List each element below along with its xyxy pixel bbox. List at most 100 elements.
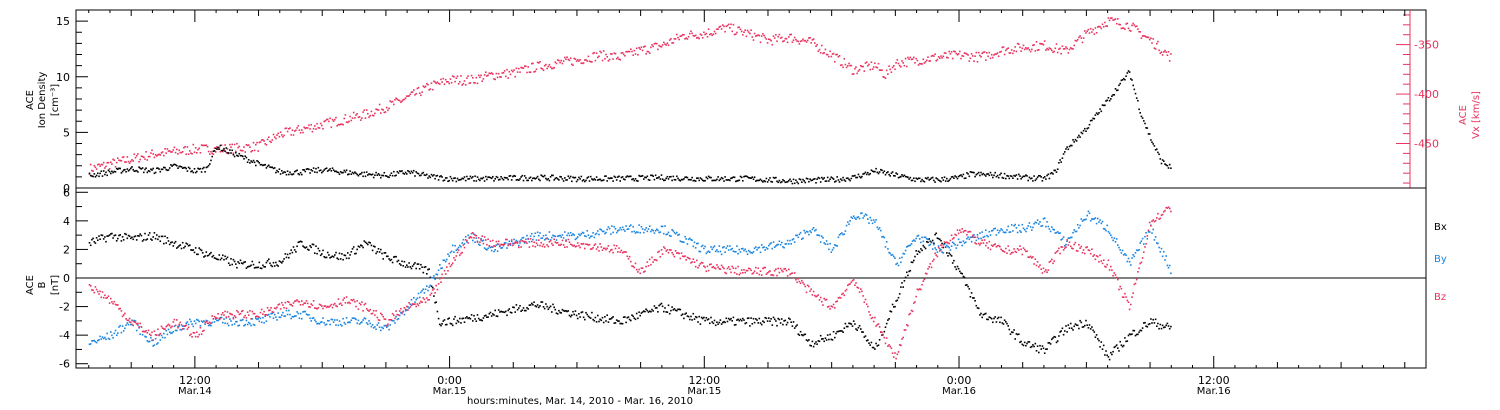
bz-point — [845, 288, 848, 291]
density-point — [1140, 115, 1143, 118]
by-point — [1031, 229, 1033, 231]
by-point — [988, 230, 991, 233]
density-point — [633, 179, 636, 182]
bx-point — [1034, 342, 1037, 345]
bz-point — [796, 281, 798, 284]
bx-point — [322, 249, 324, 252]
vx-point — [1045, 49, 1047, 51]
density-point — [865, 173, 868, 176]
bz-point — [497, 240, 500, 243]
density-point — [876, 171, 879, 174]
density-point — [474, 175, 476, 177]
density-point — [185, 167, 187, 170]
by-point — [651, 228, 653, 231]
density-point — [219, 144, 222, 147]
bx-point — [299, 240, 302, 243]
vx-point — [955, 52, 958, 55]
bx-point — [397, 259, 400, 262]
density-point — [664, 179, 666, 181]
vx-point — [377, 109, 380, 111]
vx-point — [184, 145, 186, 148]
vx-point — [725, 25, 728, 28]
bz-point — [203, 329, 205, 332]
bz-point — [329, 305, 331, 307]
vx-point — [525, 65, 527, 68]
bz-point — [1027, 256, 1029, 258]
bx-point — [909, 269, 912, 272]
by-point — [135, 329, 138, 332]
density-point — [240, 154, 243, 157]
vx-point — [251, 150, 254, 152]
bz-point — [143, 330, 145, 333]
bx-point — [1059, 331, 1061, 333]
vx-point — [1122, 27, 1125, 29]
vx-point — [1040, 43, 1042, 45]
vx-point — [286, 130, 289, 133]
density-point — [1022, 175, 1025, 178]
vx-point — [902, 62, 904, 64]
density-point — [1088, 123, 1091, 126]
bx-point — [687, 315, 690, 318]
bottom-ytick-label: 0 — [63, 272, 70, 285]
bx-point — [607, 321, 610, 323]
vx-point — [492, 73, 494, 75]
density-point — [360, 173, 362, 175]
by-point — [755, 246, 757, 248]
bx-point — [727, 317, 730, 320]
bz-point — [786, 275, 789, 277]
density-point — [1085, 130, 1087, 132]
density-point — [393, 170, 395, 173]
bx-point — [144, 232, 146, 235]
density-point — [808, 180, 810, 183]
by-point — [592, 232, 594, 234]
vx-point — [388, 107, 390, 110]
by-point — [1052, 228, 1054, 231]
bx-point — [1061, 327, 1064, 330]
density-point — [957, 175, 960, 178]
bz-point — [672, 253, 675, 256]
vx-point — [378, 103, 381, 106]
bz-point — [745, 269, 748, 272]
by-point — [789, 239, 791, 242]
vx-point — [1114, 18, 1117, 20]
bz-point — [132, 320, 134, 322]
vx-point — [713, 30, 716, 33]
bz-point — [906, 324, 908, 326]
bx-point — [1013, 329, 1015, 331]
vx-point — [284, 127, 287, 130]
bz-point — [356, 300, 358, 302]
by-point — [153, 344, 156, 346]
by-point — [611, 225, 613, 227]
vx-point — [528, 71, 531, 73]
vx-point — [722, 24, 724, 26]
bx-point — [752, 317, 755, 320]
by-point — [1128, 260, 1131, 263]
by-point — [223, 318, 225, 320]
bz-point — [334, 302, 336, 305]
bx-point — [1153, 322, 1156, 324]
vx-point — [319, 122, 322, 125]
by-point — [936, 251, 939, 253]
density-point — [681, 178, 684, 181]
by-point — [770, 242, 772, 244]
bx-point — [556, 313, 559, 315]
by-point — [415, 298, 417, 301]
by-point — [370, 325, 373, 328]
by-point — [533, 235, 535, 238]
top-y2tick-label: -400 — [1414, 88, 1439, 101]
bz-point — [1022, 247, 1025, 249]
bz-point — [714, 267, 717, 270]
density-point — [870, 169, 873, 171]
vx-point — [861, 65, 863, 68]
by-point — [989, 234, 992, 236]
by-point — [653, 232, 656, 234]
density-point — [835, 180, 837, 182]
density-point — [1019, 175, 1021, 177]
vx-point — [573, 57, 575, 60]
bx-point — [391, 261, 394, 264]
bx-point — [993, 317, 995, 320]
bz-point — [565, 240, 567, 242]
density-point — [251, 161, 254, 163]
bx-point — [797, 333, 800, 335]
vx-point — [456, 75, 459, 78]
